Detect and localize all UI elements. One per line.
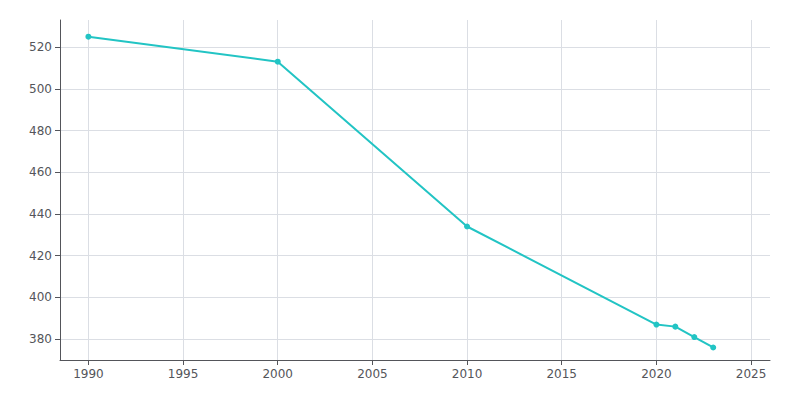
- svg-text:420: 420: [29, 249, 52, 263]
- svg-text:2005: 2005: [357, 367, 388, 381]
- svg-text:2020: 2020: [641, 367, 672, 381]
- svg-text:460: 460: [29, 165, 52, 179]
- svg-text:440: 440: [29, 207, 52, 221]
- svg-text:380: 380: [29, 332, 52, 346]
- svg-text:520: 520: [29, 40, 52, 54]
- svg-text:480: 480: [29, 124, 52, 138]
- svg-text:400: 400: [29, 290, 52, 304]
- svg-text:2025: 2025: [736, 367, 767, 381]
- svg-text:2000: 2000: [262, 367, 293, 381]
- svg-text:2010: 2010: [452, 367, 483, 381]
- svg-text:2015: 2015: [546, 367, 577, 381]
- svg-text:500: 500: [29, 82, 52, 96]
- svg-text:1995: 1995: [168, 367, 199, 381]
- svg-text:1990: 1990: [73, 367, 104, 381]
